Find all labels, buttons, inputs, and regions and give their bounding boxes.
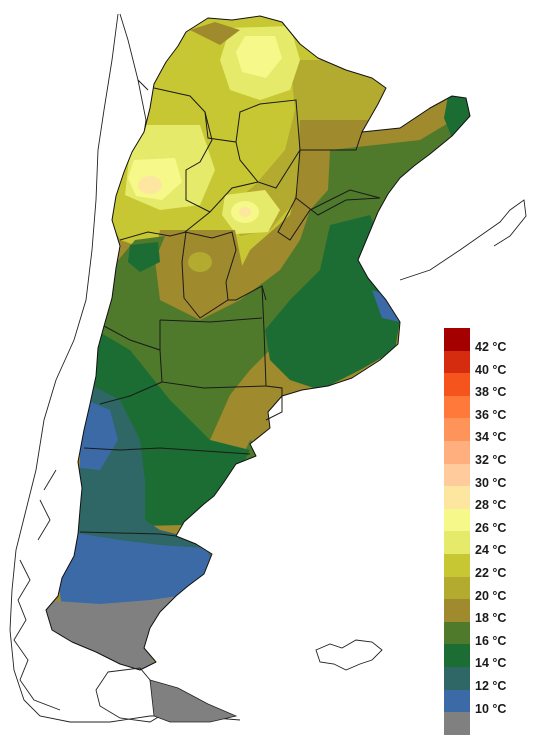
- legend-swatch: [444, 418, 470, 441]
- legend-item: 34 °C: [444, 418, 534, 445]
- legend-item: [444, 712, 534, 735]
- legend-item: 14 °C: [444, 644, 534, 671]
- legend-swatch: [444, 373, 470, 396]
- legend-label: 36 °C: [475, 407, 507, 422]
- legend-item: 26 °C: [444, 508, 534, 535]
- legend-label: 34 °C: [475, 430, 507, 445]
- legend-item: 38 °C: [444, 373, 534, 400]
- legend-swatch: [444, 621, 470, 645]
- legend-swatch: [444, 440, 470, 464]
- legend-swatch: [444, 486, 470, 509]
- malvinas-islands: [315, 639, 383, 671]
- legend-swatch: [444, 350, 470, 374]
- tierra-del-fuego: [95, 667, 161, 723]
- legend-item: 32 °C: [444, 440, 534, 467]
- legend-item: 18 °C: [444, 599, 534, 626]
- legend-label: 20 °C: [475, 588, 507, 603]
- legend-label: 18 °C: [475, 611, 507, 626]
- legend-swatch: [444, 644, 470, 667]
- legend-swatch: [444, 553, 470, 577]
- legend-item: 16 °C: [444, 621, 534, 648]
- legend-item: 30 °C: [444, 463, 534, 490]
- legend-label: 28 °C: [475, 498, 507, 513]
- legend-swatch: [444, 395, 470, 419]
- legend-item: 40 °C: [444, 350, 534, 377]
- legend-label: 30 °C: [475, 475, 507, 490]
- legend-swatch: [444, 666, 470, 690]
- legend-swatch: [444, 712, 470, 735]
- chile-coastline: [9, 13, 241, 723]
- uruguay-coast: [399, 199, 527, 281]
- legend-item: 24 °C: [444, 531, 534, 558]
- legend-swatch: [444, 328, 470, 351]
- legend-swatch: [444, 508, 470, 532]
- legend-item: 28 °C: [444, 486, 534, 513]
- legend-swatch: [444, 531, 470, 554]
- legend-item: 12 °C: [444, 666, 534, 693]
- chile-fjords: [13, 469, 61, 711]
- tierra-del-fuego-argentina: [149, 679, 238, 723]
- legend-swatch: [444, 576, 470, 600]
- legend-label: 12 °C: [475, 678, 507, 693]
- legend-item: 20 °C: [444, 576, 534, 603]
- legend-item: 10 °C: [444, 689, 534, 716]
- legend-label: 42 °C: [475, 340, 507, 354]
- province-boundaries: [79, 79, 381, 537]
- legend-label: 32 °C: [475, 452, 507, 467]
- legend-label: 26 °C: [475, 520, 507, 535]
- legend-label: 40 °C: [475, 362, 507, 377]
- legend-label: 10 °C: [475, 701, 507, 716]
- legend-label: 38 °C: [475, 385, 507, 400]
- legend-swatch: [444, 599, 470, 622]
- legend-item: 22 °C: [444, 553, 534, 580]
- legend-swatch: [444, 689, 470, 713]
- legend-swatch: [444, 463, 470, 487]
- legend-label: 14 °C: [475, 656, 507, 671]
- legend-label: 22 °C: [475, 565, 507, 580]
- legend-label: 24 °C: [475, 543, 507, 558]
- legend-item: 36 °C: [444, 395, 534, 422]
- legend-item: 42 °C: [444, 328, 534, 354]
- temperature-legend: 42 °C 40 °C 38 °C 36 °C 34 °C 32 °C 30 °…: [444, 328, 534, 735]
- legend-label: 16 °C: [475, 633, 507, 648]
